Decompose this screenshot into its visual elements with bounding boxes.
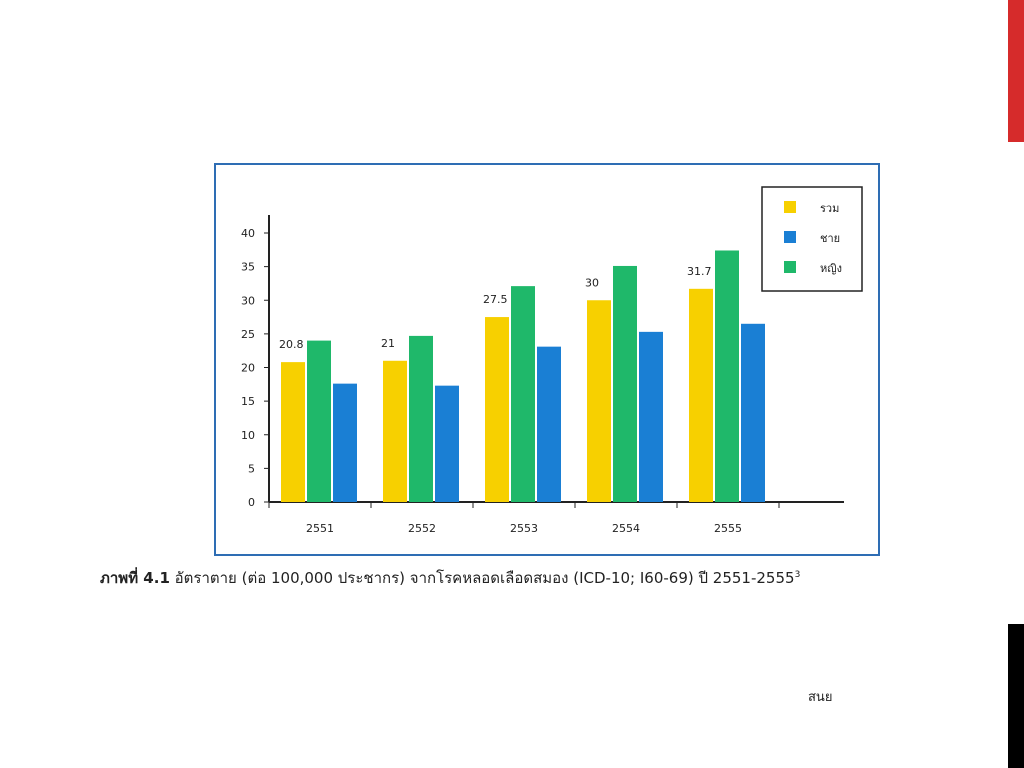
bar — [511, 286, 535, 502]
figure-caption: ภาพที่ 4.1 อัตราตาย (ต่อ 100,000 ประชากร… — [100, 566, 900, 590]
data-label: 30 — [585, 276, 599, 289]
data-label: 21 — [381, 337, 395, 350]
bar — [639, 331, 663, 502]
bar — [409, 335, 433, 502]
footer-note: สนย — [808, 690, 833, 705]
data-label: 20.8 — [279, 338, 304, 351]
data-label: 31.7 — [687, 265, 712, 278]
legend-label: หญิง — [820, 262, 842, 275]
caption-text: อัตราตาย (ต่อ 100,000 ประชากร) จากโรคหลอ… — [169, 569, 795, 587]
bar — [383, 360, 407, 502]
y-tick-label: 35 — [241, 261, 255, 274]
bar — [587, 300, 611, 502]
y-tick-label: 30 — [241, 294, 255, 307]
caption-reference: 3 — [794, 570, 801, 580]
bar — [333, 383, 357, 502]
bar — [689, 288, 713, 502]
legend-label: ชาย — [820, 232, 840, 245]
y-tick-label: 20 — [241, 362, 255, 375]
bar — [307, 340, 331, 502]
bar — [613, 265, 637, 502]
bar — [485, 317, 509, 502]
legend-swatch — [784, 231, 796, 243]
legend-label: รวม — [820, 202, 839, 215]
x-tick-label: 2551 — [306, 522, 334, 535]
bar — [537, 346, 561, 502]
y-tick-label: 5 — [248, 462, 255, 475]
black-accent-bar — [1008, 624, 1024, 768]
bar — [435, 385, 459, 502]
caption-prefix: ภาพที่ 4.1 — [100, 569, 170, 587]
y-tick-label: 15 — [241, 395, 255, 408]
x-tick-label: 2555 — [714, 522, 742, 535]
legend-box — [761, 186, 863, 292]
y-tick-label: 40 — [241, 227, 255, 240]
x-tick-label: 2554 — [612, 522, 640, 535]
legend-swatch — [784, 261, 796, 273]
bar-chart: 0 5 10 15 20 25 30 35 40 2551 2552 2553 2554 2555 20.8… — [241, 186, 863, 535]
legend-swatch — [784, 201, 796, 213]
data-label: 27.5 — [483, 293, 508, 306]
x-tick-label: 2552 — [408, 522, 436, 535]
bar — [741, 323, 765, 502]
y-tick-label: 25 — [241, 328, 255, 341]
y-tick-label: 0 — [248, 496, 255, 509]
x-tick-label: 2553 — [510, 522, 538, 535]
bar — [715, 250, 739, 502]
bar — [281, 362, 305, 502]
y-tick-label: 10 — [241, 429, 255, 442]
red-accent-bar — [1008, 0, 1024, 142]
chart-frame: 0 5 10 15 20 25 30 35 40 2551 2552 2553 2554 2555 20.8… — [214, 163, 880, 556]
